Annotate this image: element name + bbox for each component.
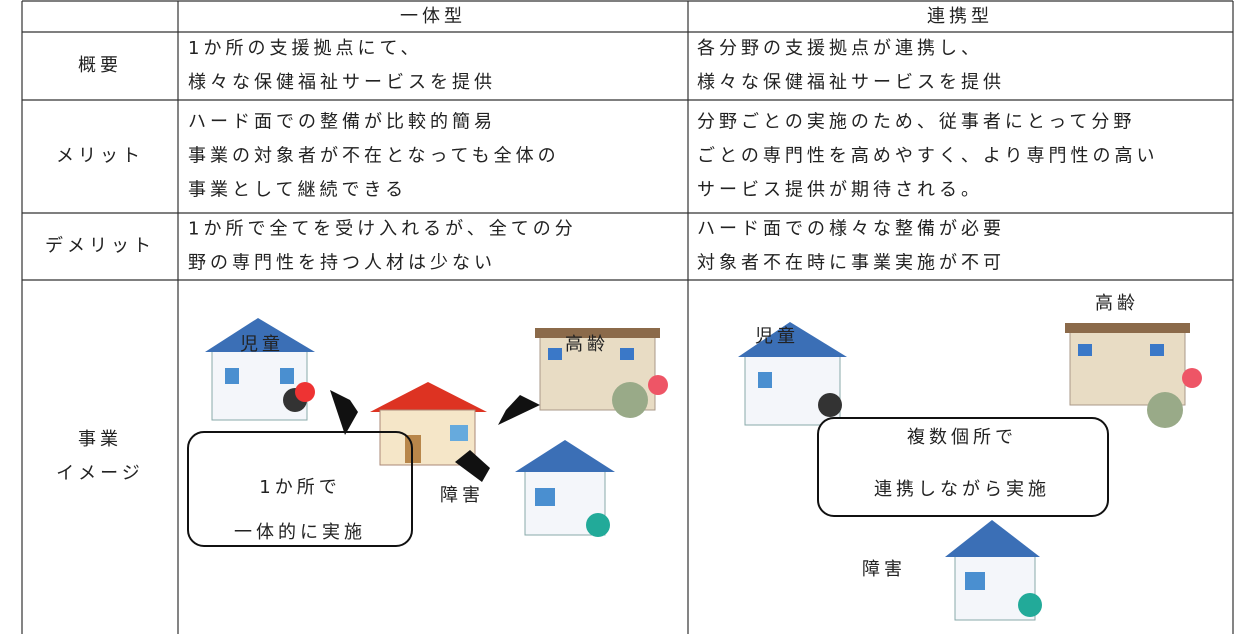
cell-text: 事業として継続できる: [188, 180, 407, 201]
cell-text: ハード面での様々な整備が必要: [697, 219, 1005, 240]
label: 児童: [755, 326, 799, 347]
table-grid: [21, 0, 1234, 634]
cell-text: 野の専門性を持つ人材は少ない: [188, 253, 496, 274]
label: 障害: [440, 485, 484, 506]
header: 連携型: [927, 6, 993, 27]
cell-text: ごとの専門性を高めやすく、より専門性の高い: [697, 146, 1158, 167]
row-label: メリット: [56, 146, 144, 167]
header: 一体型: [400, 6, 466, 27]
cell-text: 分野ごとの実施のため、従事者にとって分野: [697, 112, 1135, 133]
cell-text: ハード面での整備が比較的簡易: [188, 112, 496, 133]
label: 児童: [240, 334, 284, 355]
illustration: [187, 318, 668, 547]
cell-text: 様々な保健福祉サービスを提供: [188, 72, 496, 93]
box-text: 複数個所で: [907, 427, 1017, 448]
cell-text: 1か所で全てを受け入れるが、全ての分: [188, 219, 577, 240]
cell-text: 各分野の支援拠点が連携し、: [697, 38, 983, 59]
box-text: 1か所で: [259, 477, 340, 498]
cell-text: 1か所の支援拠点にて、: [188, 38, 423, 59]
cell-text: サービス提供が期待される。: [697, 180, 983, 201]
row-label: 概要: [78, 55, 122, 76]
label: 高齢: [1095, 293, 1139, 314]
label: 高齢: [565, 334, 609, 355]
row-label: 事業: [78, 429, 122, 450]
illustration: [738, 322, 1202, 621]
cell-text: 様々な保健福祉サービスを提供: [697, 72, 1005, 93]
row-label: デメリット: [45, 236, 155, 257]
row-label: イメージ: [56, 463, 144, 484]
cell-text: 対象者不在時に事業実施が不可: [697, 253, 1005, 274]
cell-text: 事業の対象者が不在となっても全体の: [188, 146, 560, 167]
label: 障害: [862, 559, 906, 580]
box-text: 連携しながら実施: [874, 479, 1050, 500]
box-text: 一体的に実施: [234, 522, 366, 543]
